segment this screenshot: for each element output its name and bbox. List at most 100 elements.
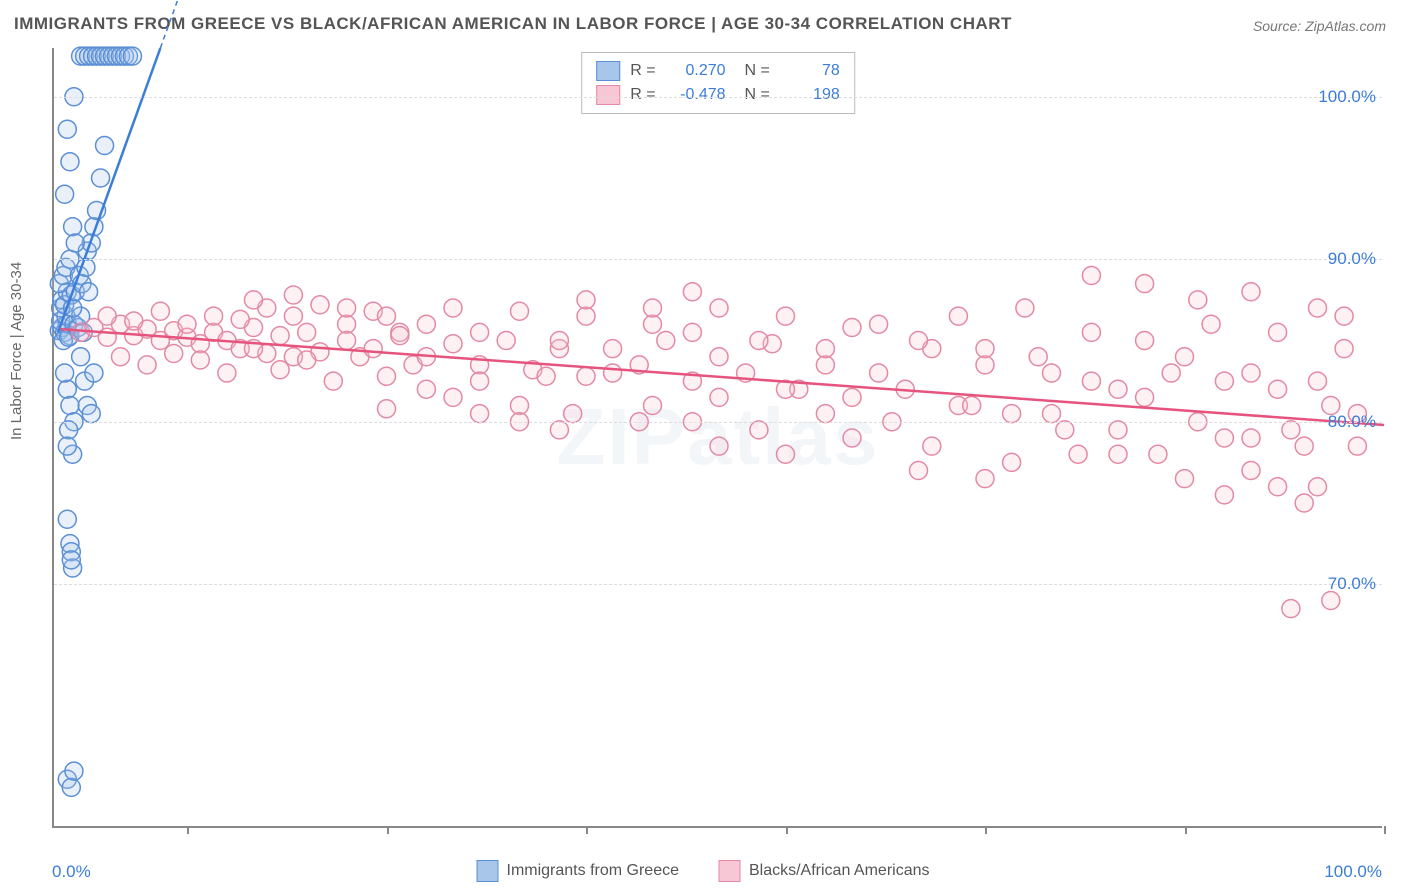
scatter-point: [1043, 364, 1061, 382]
scatter-point: [1215, 429, 1233, 447]
scatter-point: [910, 462, 928, 480]
scatter-point: [644, 315, 662, 333]
scatter-point: [1003, 453, 1021, 471]
scatter-point: [1215, 486, 1233, 504]
scatter-point: [750, 421, 768, 439]
scatter-point: [710, 437, 728, 455]
gridline: [54, 97, 1382, 98]
r-value: -0.478: [666, 83, 726, 107]
scatter-point: [298, 323, 316, 341]
y-tick-label: 80.0%: [1328, 412, 1376, 432]
correlation-chart: IMMIGRANTS FROM GREECE VS BLACK/AFRICAN …: [0, 0, 1406, 892]
scatter-point: [843, 429, 861, 447]
scatter-point: [1295, 494, 1313, 512]
scatter-point: [710, 388, 728, 406]
legend-swatch: [596, 61, 620, 81]
scatter-point: [444, 299, 462, 317]
n-value: 78: [780, 59, 840, 83]
x-tick: [586, 826, 588, 834]
scatter-point: [61, 153, 79, 171]
scatter-point: [976, 470, 994, 488]
scatter-point: [1282, 600, 1300, 618]
scatter-point: [683, 283, 701, 301]
scatter-point: [497, 332, 515, 350]
scatter-point: [1242, 283, 1260, 301]
scatter-point: [1029, 348, 1047, 366]
scatter-point: [1309, 372, 1327, 390]
scatter-point: [1282, 421, 1300, 439]
scatter-point: [1043, 405, 1061, 423]
scatter-point: [644, 397, 662, 415]
scatter-point: [1082, 267, 1100, 285]
trend-line: [61, 329, 1384, 425]
scatter-point: [976, 340, 994, 358]
y-tick-label: 100.0%: [1318, 87, 1376, 107]
scatter-point: [1269, 323, 1287, 341]
scatter-point: [1269, 478, 1287, 496]
scatter-point: [644, 299, 662, 317]
scatter-point: [96, 137, 114, 155]
scatter-point: [550, 332, 568, 350]
scatter-point: [1003, 405, 1021, 423]
scatter-point: [550, 421, 568, 439]
scatter-point: [92, 169, 110, 187]
scatter-point: [311, 296, 329, 314]
scatter-point: [1136, 275, 1154, 293]
scatter-point: [417, 315, 435, 333]
scatter-point: [870, 315, 888, 333]
legend-swatch: [719, 860, 741, 882]
scatter-point: [80, 283, 98, 301]
x-axis-min-label: 0.0%: [52, 862, 91, 882]
n-label: N =: [736, 59, 770, 83]
scatter-point: [577, 291, 595, 309]
scatter-point: [1082, 323, 1100, 341]
scatter-point: [816, 356, 834, 374]
scatter-point: [284, 286, 302, 304]
x-tick: [1185, 826, 1187, 834]
scatter-point: [1309, 299, 1327, 317]
scatter-point: [1335, 307, 1353, 325]
scatter-point: [683, 323, 701, 341]
scatter-point: [58, 120, 76, 138]
y-axis-label: In Labor Force | Age 30-34: [8, 262, 25, 440]
scatter-point: [218, 364, 236, 382]
legend-swatch: [596, 85, 620, 105]
scatter-point: [1176, 470, 1194, 488]
scatter-point: [151, 302, 169, 320]
scatter-point: [138, 356, 156, 374]
scatter-point: [62, 551, 80, 569]
scatter-point: [1056, 421, 1074, 439]
plot-area: ZIPatlas R = 0.270 N = 78 R = -0.478 N =…: [52, 48, 1382, 828]
scatter-point: [511, 302, 529, 320]
scatter-point: [284, 307, 302, 325]
legend-item: Immigrants from Greece: [477, 860, 679, 882]
scatter-point: [298, 351, 316, 369]
scatter-point: [976, 356, 994, 374]
scatter-point: [191, 351, 209, 369]
bottom-legend: Immigrants from Greece Blacks/African Am…: [477, 860, 930, 882]
scatter-point: [777, 307, 795, 325]
scatter-point: [58, 437, 76, 455]
scatter-point: [1309, 478, 1327, 496]
scatter-point: [378, 367, 396, 385]
n-label: N =: [736, 83, 770, 107]
x-tick: [786, 826, 788, 834]
chart-title: IMMIGRANTS FROM GREECE VS BLACK/AFRICAN …: [14, 14, 1012, 34]
r-value: 0.270: [666, 59, 726, 83]
scatter-point: [178, 315, 196, 333]
scatter-point: [1295, 437, 1313, 455]
scatter-point: [1242, 462, 1260, 480]
scatter-point: [324, 372, 342, 390]
scatter-point: [1082, 372, 1100, 390]
scatter-point: [843, 319, 861, 337]
gridline: [54, 584, 1382, 585]
scatter-point: [56, 364, 74, 382]
scatter-point: [1109, 421, 1127, 439]
scatter-point: [66, 234, 84, 252]
scatter-point: [231, 310, 249, 328]
scatter-point: [271, 327, 289, 345]
scatter-point: [471, 405, 489, 423]
scatter-point: [338, 332, 356, 350]
scatter-point: [205, 307, 223, 325]
scatter-point: [1162, 364, 1180, 382]
